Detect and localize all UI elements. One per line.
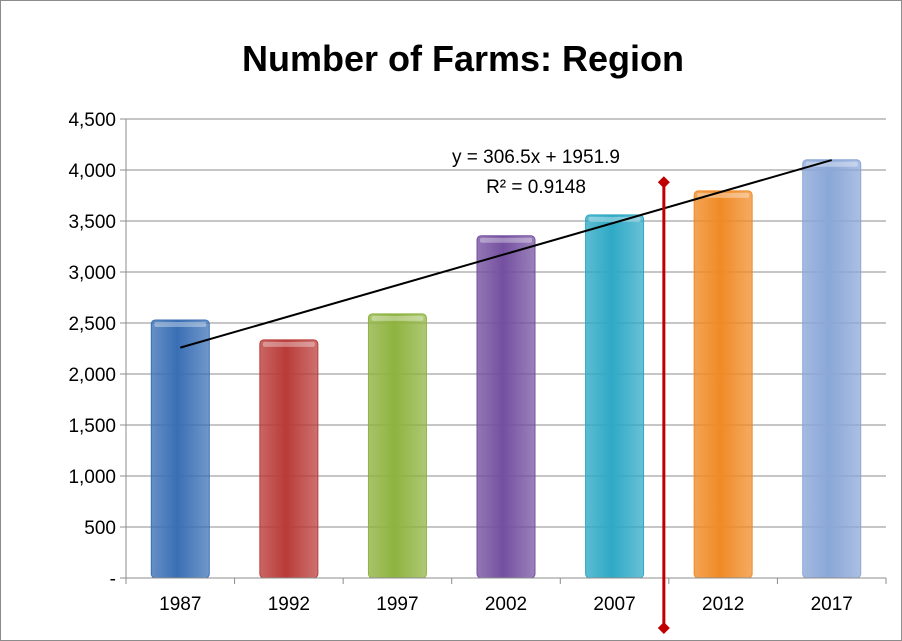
bar-2002 <box>476 235 536 579</box>
axes <box>120 118 887 584</box>
x-tick-label: 2002 <box>485 594 527 615</box>
x-axis-ticks: 1987 1992 1997 2002 2007 2012 2017 <box>159 594 853 615</box>
trendline-group: y = 306.5x + 1951.9 R² = 0.9148 <box>180 147 832 349</box>
y-tick-label: 3,500 <box>68 212 116 233</box>
trendline <box>180 159 832 349</box>
y-tick-label: 1,000 <box>68 467 116 488</box>
chart-title: Number of Farms: Region <box>242 38 684 79</box>
bar-highlight <box>480 237 532 243</box>
y-tick-label: 4,000 <box>68 161 116 182</box>
bar-2012 <box>693 190 753 579</box>
x-tick-label: 2012 <box>702 594 744 615</box>
bar-1997 <box>367 313 427 579</box>
y-tick-label: 2,500 <box>68 314 116 335</box>
trendline-r-squared: R² = 0.9148 <box>486 177 586 198</box>
x-tick-label: 1997 <box>376 594 418 615</box>
y-tick-label: 500 <box>84 518 116 539</box>
bar-highlight <box>262 341 315 347</box>
marker-line-group <box>657 176 670 634</box>
y-tick-label: 3,000 <box>68 263 116 284</box>
x-tick-label: 1992 <box>268 594 310 615</box>
bar-highlight <box>371 315 424 321</box>
y-tick-label: - <box>110 569 116 590</box>
trendline-equation: y = 306.5x + 1951.9 <box>452 147 620 168</box>
bar-1987 <box>150 319 210 579</box>
bar-2017 <box>802 159 862 579</box>
x-tick-label: 1987 <box>159 594 201 615</box>
marker-bottom-diamond <box>657 622 670 634</box>
bar-1992 <box>259 339 319 579</box>
x-tick-label: 2007 <box>593 594 635 615</box>
y-tick-label: 4,500 <box>68 110 116 131</box>
bar-2007 <box>585 214 645 579</box>
x-tick-label: 2017 <box>811 594 853 615</box>
marker-top-diamond <box>657 176 670 189</box>
y-tick-label: 2,000 <box>68 365 116 386</box>
bars <box>150 159 862 579</box>
bar-highlight <box>154 321 207 327</box>
y-axis-ticks: - 500 1,000 1,500 2,000 2,500 3,000 3,500 4,000 4… <box>68 110 116 590</box>
y-tick-label: 1,500 <box>68 416 116 437</box>
